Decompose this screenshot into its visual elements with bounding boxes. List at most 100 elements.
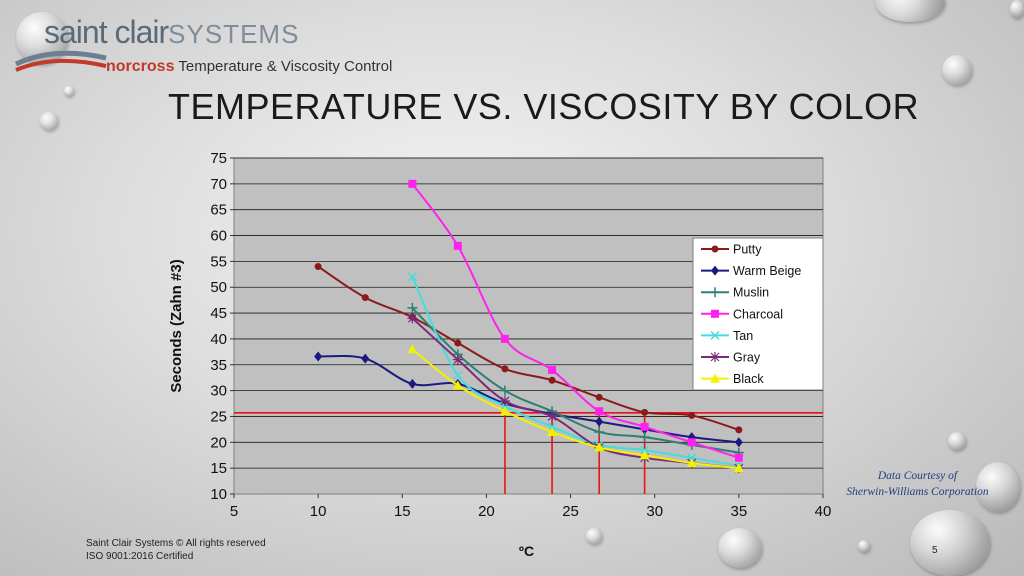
x-tick-label: 15 [394,503,411,520]
data-point-putty [688,411,696,419]
data-point-muslin [407,302,418,313]
logo-brand: saint clairSYSTEMS [44,14,300,50]
data-point-warm-beige [314,351,323,362]
data-point-warm-beige [408,378,417,389]
legend-marker [710,330,720,340]
data-point-black [639,450,650,460]
water-drop-decoration [586,528,602,544]
series-line-putty [317,265,740,431]
legend-label: Gray [733,351,761,365]
data-point-black [407,344,418,354]
page-number: 5 [932,545,938,556]
water-drop-decoration [64,86,74,96]
data-point-warm-beige [361,353,370,364]
data-point-black [452,380,463,390]
data-point-muslin [594,426,605,437]
y-tick-label: 25 [210,408,227,425]
x-tick-label: 20 [478,503,495,520]
logo-tagline: norcross Temperature & Viscosity Control [106,58,393,75]
x-tick-label: 25 [562,503,579,520]
legend-label: Muslin [733,286,769,300]
x-tick-label: 10 [310,503,327,520]
data-point-charcoal [500,334,509,343]
data-point-charcoal [595,407,604,416]
data-point-warm-beige [595,416,604,427]
data-point-black [686,457,697,467]
legend-label: Charcoal [733,307,783,321]
data-point-charcoal [640,422,649,431]
data-point-putty [595,393,603,401]
data-point-putty [361,294,369,302]
data-point-tan [453,370,463,380]
data-point-gray [499,395,510,406]
legend-marker [711,245,719,253]
legend-entry-charcoal: Charcoal [701,307,783,321]
x-tick-label: 5 [230,503,238,520]
legend-entry-warm-beige: Warm Beige [701,264,801,278]
data-point-charcoal [687,438,696,447]
x-tick-label: 30 [646,503,663,520]
y-tick-label: 30 [210,383,227,400]
y-tick-label: 35 [210,357,227,374]
data-point-putty [314,263,322,271]
data-point-tan [407,272,417,282]
series-charcoal [408,179,743,462]
certification-text: ISO 9001:2016 Certified [86,551,194,562]
data-point-putty [641,408,649,416]
legend-entry-tan: Tan [701,329,753,343]
legend-marker [711,265,719,276]
data-point-muslin [499,385,510,396]
legend-entry-muslin: Muslin [701,286,769,300]
y-tick-label: 55 [210,253,227,270]
x-axis-label: ºC [519,543,534,559]
data-credit: Data Courtesy of Sherwin-Williams Corpor… [846,470,989,498]
slide-footer: Saint Clair Systems © All rights reserve… [86,537,266,563]
water-drop-decoration [948,432,966,450]
y-tick-label: 10 [210,486,227,503]
slide-title: TEMPERATURE VS. VISCOSITY BY COLOR [168,86,920,127]
data-point-putty [735,426,743,434]
data-point-charcoal [453,241,462,250]
legend-marker [710,373,720,383]
water-drop-decoration [1010,0,1024,18]
series-black [407,344,744,473]
water-drop-decoration [858,540,870,552]
data-point-gray [407,313,418,324]
data-point-tan [640,445,650,455]
legend-label: Tan [733,329,753,343]
legend-label: Warm Beige [733,264,801,278]
y-tick-label: 20 [210,434,227,451]
data-point-putty [454,339,462,347]
data-point-black [733,463,744,473]
water-drop-decoration [910,510,990,576]
copyright-text: Saint Clair Systems © All rights reserve… [86,538,266,549]
y-axis-label: Seconds (Zahn #3) [168,259,185,392]
data-point-gray [547,411,558,422]
y-tick-label: 50 [210,279,227,296]
water-drop-decoration [976,462,1020,512]
x-tick-label: 40 [815,503,832,520]
legend-entry-putty: Putty [701,243,762,257]
data-point-gray [452,354,463,365]
data-point-putty [501,365,509,373]
logo-swoosh-icon [14,50,107,72]
legend-entry-black: Black [701,372,764,386]
y-tick-label: 40 [210,331,227,348]
legend-label: Putty [733,243,762,257]
water-drop-decoration [40,112,58,130]
y-tick-label: 65 [210,202,227,219]
data-point-charcoal [408,179,417,188]
y-tick-label: 70 [210,176,227,193]
y-tick-label: 75 [210,150,227,167]
legend-marker [710,352,720,362]
y-tick-label: 15 [210,460,227,477]
legend-marker [710,287,720,298]
legend-marker [711,309,719,318]
water-drop-decoration [942,55,972,85]
data-point-charcoal [548,365,557,374]
data-point-black [547,426,558,436]
data-point-muslin [639,432,650,443]
y-tick-label: 60 [210,228,227,245]
data-point-putty [548,376,556,384]
